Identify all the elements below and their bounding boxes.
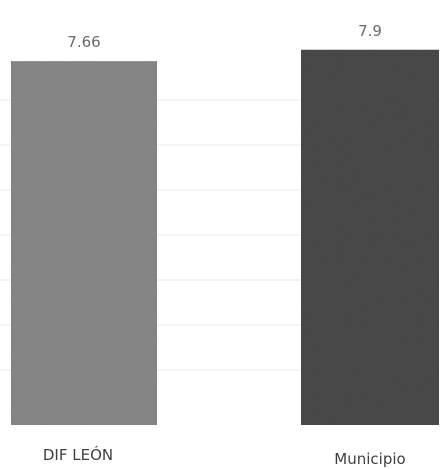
data-label: 7.66 (67, 33, 100, 51)
bar-dif-leon (11, 61, 157, 426)
bars (11, 49, 439, 426)
bar-municipio (301, 49, 439, 425)
category-label: Municipio (334, 450, 405, 468)
category-label: DIF LEÓN (43, 445, 113, 464)
labels: 7.66 DIF LEÓN 7.9 Municipio (43, 22, 406, 468)
data-label: 7.9 (358, 22, 382, 40)
